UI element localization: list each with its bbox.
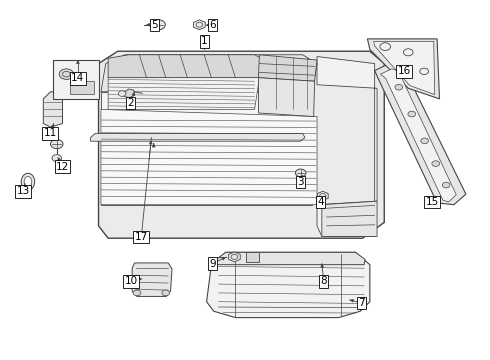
Polygon shape (101, 55, 317, 92)
Text: 7: 7 (358, 298, 365, 308)
Text: 13: 13 (17, 186, 30, 196)
Polygon shape (258, 55, 317, 81)
Text: 9: 9 (209, 258, 216, 269)
Text: 1: 1 (201, 36, 207, 46)
Text: 16: 16 (397, 66, 411, 76)
Circle shape (59, 69, 74, 80)
Circle shape (162, 290, 170, 296)
Text: 17: 17 (135, 232, 148, 242)
Circle shape (50, 139, 63, 149)
Text: 2: 2 (127, 98, 134, 108)
Text: 12: 12 (56, 162, 69, 172)
Text: 4: 4 (318, 197, 324, 207)
Circle shape (152, 20, 165, 30)
Circle shape (408, 111, 416, 117)
Polygon shape (108, 78, 259, 109)
Polygon shape (229, 252, 240, 262)
Circle shape (395, 84, 403, 90)
FancyBboxPatch shape (53, 60, 98, 99)
Polygon shape (207, 252, 370, 318)
Circle shape (295, 169, 306, 177)
Ellipse shape (21, 173, 35, 190)
Polygon shape (216, 252, 365, 265)
Circle shape (432, 161, 440, 166)
Polygon shape (194, 20, 205, 30)
Text: 8: 8 (320, 276, 327, 286)
Polygon shape (368, 39, 440, 99)
Polygon shape (90, 134, 305, 141)
Polygon shape (70, 81, 94, 94)
Polygon shape (258, 78, 315, 117)
Polygon shape (317, 57, 377, 237)
Text: 5: 5 (151, 20, 158, 30)
Ellipse shape (24, 176, 32, 187)
Polygon shape (101, 92, 312, 205)
Circle shape (442, 182, 450, 188)
Circle shape (118, 91, 126, 96)
Text: 15: 15 (426, 197, 439, 207)
Polygon shape (246, 252, 259, 262)
Circle shape (75, 82, 87, 91)
Polygon shape (374, 41, 435, 95)
Polygon shape (108, 55, 268, 78)
Text: 10: 10 (124, 276, 138, 286)
Polygon shape (124, 89, 135, 98)
Text: 3: 3 (297, 177, 303, 187)
Polygon shape (101, 109, 317, 205)
Polygon shape (43, 92, 63, 127)
Polygon shape (318, 191, 328, 201)
Circle shape (421, 138, 429, 144)
Text: 6: 6 (209, 20, 216, 30)
Polygon shape (132, 263, 172, 296)
Circle shape (52, 154, 62, 162)
Text: 14: 14 (71, 73, 84, 84)
Polygon shape (380, 69, 456, 202)
Polygon shape (98, 51, 384, 238)
Polygon shape (375, 64, 466, 205)
Circle shape (133, 290, 141, 296)
Text: 11: 11 (44, 129, 57, 139)
Polygon shape (322, 201, 377, 237)
